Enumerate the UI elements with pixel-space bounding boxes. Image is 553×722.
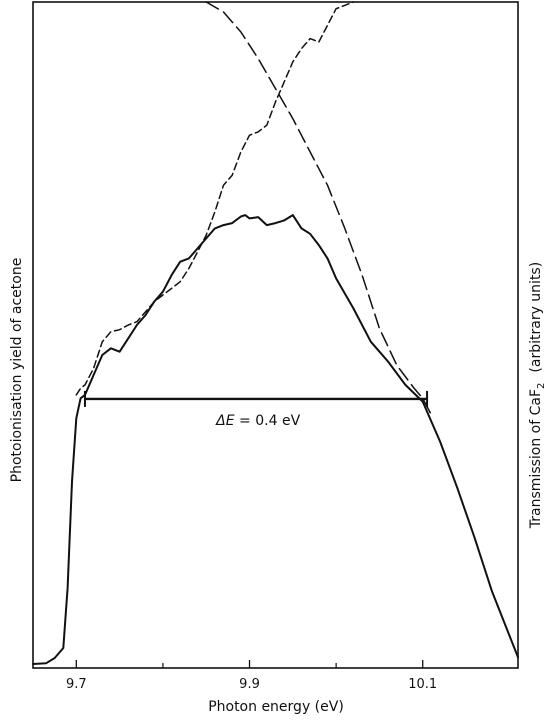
x-tick-label: 10.1 bbox=[408, 677, 437, 692]
series-lines bbox=[32, 1, 519, 665]
delta-e-value: = 0.4 eV bbox=[235, 413, 301, 429]
delta-e-label: ΔE = 0.4 eV bbox=[215, 413, 300, 429]
x-tick-label: 9.9 bbox=[239, 677, 260, 692]
delta-e-symbol: ΔE bbox=[215, 413, 235, 429]
x-ticks: 9.7 9.9 10.1 bbox=[66, 660, 437, 692]
plot-frame bbox=[32, 1, 519, 669]
series-line-solid bbox=[32, 214, 519, 665]
y-axis-label-right-units: (arbitrary units) bbox=[528, 262, 544, 373]
series-line-long-dash bbox=[205, 1, 433, 416]
annotation-group: ΔE = 0.4 eV bbox=[83, 390, 429, 429]
y-axis-label-right: Transmission of CaF2 (arbitrary units) bbox=[528, 262, 547, 529]
y-axis-label-left: Photoionisation yield of acetone bbox=[9, 258, 25, 483]
x-tick-label: 9.7 bbox=[66, 677, 87, 692]
x-axis-label: Photon energy (eV) bbox=[208, 699, 344, 715]
y-axis-label-right-main: Transmission of CaF bbox=[528, 389, 544, 529]
y-axis-label-right-subscript: 2 bbox=[536, 383, 547, 389]
series-line-short-dash bbox=[75, 1, 355, 396]
